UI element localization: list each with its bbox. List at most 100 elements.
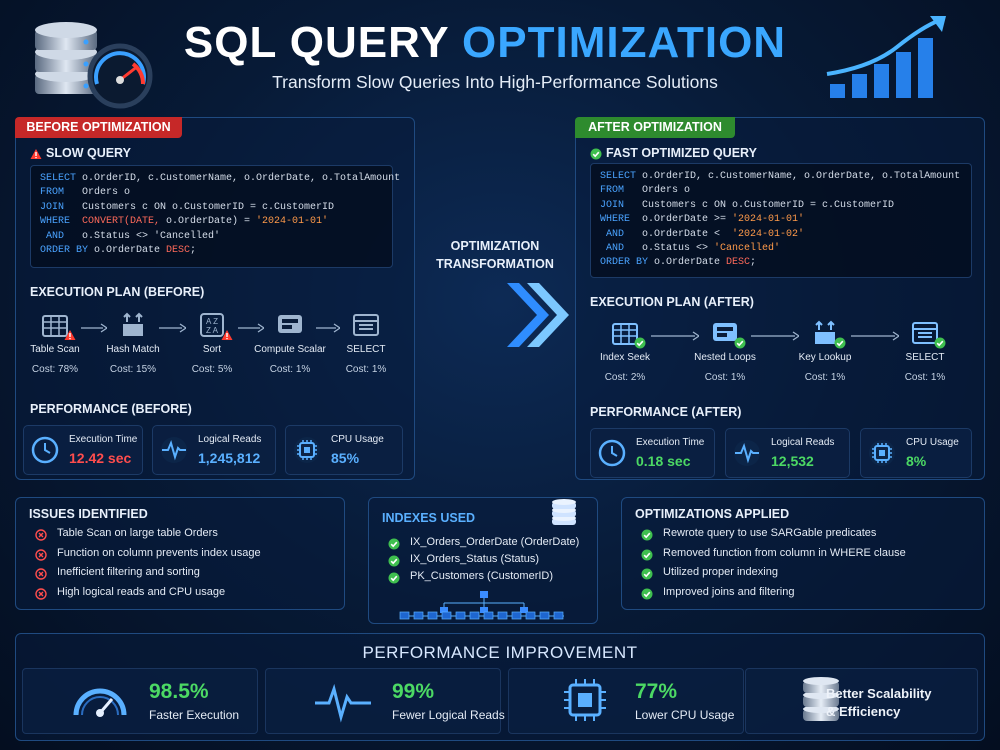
code-token: ORDER BY [40, 245, 89, 257]
code-line: AND o.Status <> 'Cancelled' [600, 242, 962, 256]
improvement-cell [22, 668, 258, 734]
step-icon [810, 318, 840, 353]
metric-icon [159, 435, 189, 470]
step-label: Compute Scalar [254, 344, 326, 355]
code-line: WHERE CONVERT(DATE, o.OrderDate) = '2024… [40, 215, 383, 229]
list-icon [641, 548, 653, 566]
metric-value: 1,245,812 [198, 450, 261, 466]
improvement-cell [745, 668, 978, 734]
code-token: FROM [40, 187, 65, 199]
step-cost: Cost: 1% [704, 372, 746, 383]
step-label: Table Scan [30, 344, 80, 355]
step-icon [710, 318, 740, 353]
index-db-icon [550, 498, 578, 533]
list-icon [35, 548, 47, 566]
code-line: JOIN Customers c ON o.CustomerID = c.Cus… [40, 201, 383, 215]
metric-label: CPU Usage [331, 434, 384, 445]
step-label: Key Lookup [798, 352, 852, 363]
step-icon [40, 310, 70, 345]
code-token: DESC [726, 257, 751, 269]
improvement-label: Fewer Logical Reads [392, 708, 505, 722]
code-line: ORDER BY o.OrderDate DESC; [600, 256, 962, 270]
code-token: o.Status <> [624, 243, 715, 255]
improvement-icon [793, 675, 853, 730]
improvement-icon [70, 675, 130, 730]
list-item: IX_Orders_Status (Status) [410, 553, 539, 565]
metric-icon [597, 438, 627, 473]
code-token: 'Cancelled' [714, 243, 781, 255]
code-token: JOIN [40, 201, 65, 213]
step-arrow [159, 320, 188, 338]
code-token: Orders o [624, 185, 691, 197]
code-token: CONVERT(DATE, [70, 216, 161, 228]
step-label: Index Seek [599, 352, 651, 363]
code-token: o.OrderID, c.CustomerName, o.OrderDate, … [76, 173, 401, 184]
step-label: SELECT [905, 352, 945, 363]
list-icon [388, 554, 400, 572]
code-line: SELECT o.OrderID, c.CustomerName, o.Orde… [600, 170, 962, 184]
code-token: ; [190, 245, 197, 257]
code-line: FROM Orders o [600, 184, 962, 198]
step-cost: Cost: 78% [31, 364, 79, 375]
after-tab: AFTER OPTIMIZATION [575, 117, 735, 138]
code-token: WHERE [600, 214, 631, 226]
list-item: IX_Orders_OrderDate (OrderDate) [410, 536, 580, 548]
metric-value: 12,532 [771, 453, 814, 469]
improvement-value: 99% [392, 680, 435, 703]
code-token: '2024-01-01' [732, 214, 805, 226]
improvement-title: PERFORMANCE IMPROVEMENT [362, 643, 638, 662]
metric-label: Logical Reads [198, 434, 262, 445]
improvement-cell [508, 668, 744, 734]
code-token: o.OrderDate < [624, 228, 733, 240]
code-line: SELECT o.OrderID, c.CustomerName, o.Orde… [40, 172, 400, 186]
list-item: Inefficient filtering and sorting [57, 566, 200, 578]
code-token: '2024-01-01' [256, 216, 329, 228]
after-code: SELECT o.OrderID, c.CustomerName, o.Orde… [590, 163, 972, 278]
title-main: SQL QUERY [183, 18, 449, 67]
before-code: SELECT o.OrderID, c.CustomerName, o.Orde… [30, 165, 400, 268]
svg-text:A Z: A Z [206, 317, 218, 326]
code-token: '2024-01-02' [732, 228, 805, 240]
optimizations-title: OPTIMIZATIONS APPLIED [635, 507, 790, 521]
code-token: o.OrderID, c.CustomerName, o.OrderDate, … [636, 171, 961, 182]
list-icon [35, 567, 47, 585]
step-badge [634, 336, 646, 354]
step-cost: Cost: 2% [604, 372, 646, 383]
step-icon [351, 310, 381, 345]
list-item: Removed function from column in WHERE cl… [663, 546, 906, 559]
code-token: AND [600, 243, 625, 255]
code-token: ORDER BY [600, 257, 649, 269]
metric-card [23, 425, 143, 475]
before-perf-title: PERFORMANCE (BEFORE) [30, 402, 192, 416]
indexes-title: INDEXES USED [382, 511, 476, 525]
step-arrow [751, 328, 801, 346]
code-line: AND o.OrderDate < '2024-01-02' [600, 228, 962, 242]
list-icon [388, 537, 400, 555]
list-item: Utilized proper indexing [663, 566, 778, 578]
before-tab: BEFORE OPTIMIZATION [15, 117, 182, 138]
code-token: SELECT [40, 173, 77, 184]
subtitle: Transform Slow Queries Into High-Perform… [272, 72, 718, 92]
step-label: Nested Loops [694, 352, 756, 363]
list-item: Table Scan on large table Orders [57, 527, 218, 539]
improvement-cell [265, 668, 501, 734]
metric-label: Execution Time [69, 434, 138, 445]
step-badge [734, 336, 746, 354]
after-query-icon [590, 147, 602, 165]
step-arrow [851, 328, 901, 346]
code-line: JOIN Customers c ON o.CustomerID = c.Cus… [600, 199, 962, 213]
step-icon [910, 318, 940, 353]
code-token: Customers c ON o.CustomerID = c.Customer… [64, 201, 335, 213]
index-tree [398, 590, 570, 625]
svg-text:Z A: Z A [206, 326, 219, 335]
step-cost: Cost: 5% [191, 364, 233, 375]
growth-chart-icon [822, 12, 962, 107]
code-token: o.OrderDate >= [630, 214, 733, 226]
step-icon [610, 318, 640, 353]
metric-card [590, 428, 715, 478]
list-icon [35, 528, 47, 546]
code-token: FROM [600, 185, 625, 197]
metric-icon [292, 435, 322, 470]
issues-box [15, 497, 345, 610]
